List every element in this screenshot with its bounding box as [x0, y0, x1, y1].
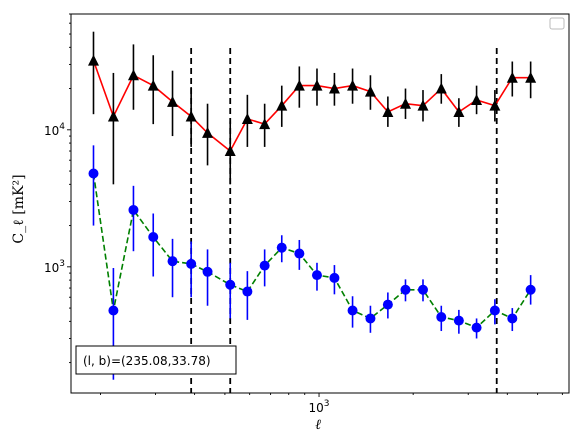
series-0-marker-4 — [167, 95, 179, 107]
series-1-marker-6 — [202, 266, 213, 277]
series-0-marker-16 — [382, 105, 394, 117]
annotation-text: (l, b)=(235.08,33.78) — [83, 354, 211, 368]
series-1-marker-7 — [225, 279, 236, 290]
legend-box — [549, 17, 565, 30]
series-1-marker-13 — [329, 272, 340, 283]
series-0-marker-24 — [525, 71, 537, 83]
series-0-marker-7 — [224, 145, 236, 157]
series-1-marker-0 — [88, 168, 99, 179]
series-0-marker-9 — [259, 118, 271, 130]
series-0-marker-13 — [328, 82, 340, 94]
y-axis-label: C_ℓ [mK²] — [11, 174, 27, 243]
axes-frame — [70, 13, 570, 394]
x-tick-label-0: 103 — [309, 399, 330, 415]
series-0-marker-18 — [417, 99, 429, 111]
series-0-marker-12 — [311, 79, 323, 91]
axes: 103 103 104 — [44, 13, 570, 415]
series-1-marker-10 — [276, 242, 287, 253]
series-1-marker-22 — [489, 305, 500, 316]
y-tick-label-1: 104 — [44, 122, 65, 138]
series-0-marker-6 — [202, 126, 214, 138]
series-1-marker-8 — [242, 286, 253, 297]
series-0-marker-2 — [127, 69, 139, 81]
series-1-marker-15 — [365, 313, 376, 324]
series-1-marker-12 — [311, 270, 322, 281]
series-0-marker-1 — [107, 110, 119, 122]
series-0-marker-3 — [147, 79, 159, 91]
series-0-marker-10 — [276, 99, 288, 111]
series-0-marker-8 — [241, 112, 253, 124]
series-0-marker-11 — [293, 79, 305, 91]
series-0-marker-5 — [185, 110, 197, 122]
y-tick-label-0: 103 — [44, 259, 65, 275]
series-1-marker-21 — [471, 322, 482, 333]
series-0-marker-15 — [364, 85, 376, 97]
series-1-marker-1 — [108, 305, 119, 316]
series-1-marker-19 — [436, 312, 447, 323]
series-0-marker-19 — [435, 82, 447, 94]
series-1-marker-3 — [148, 232, 159, 243]
series-1-marker-17 — [400, 284, 411, 295]
series-1-marker-4 — [167, 256, 178, 267]
series-1-marker-14 — [347, 305, 358, 316]
series-0-marker-23 — [506, 71, 518, 83]
series-1-marker-9 — [259, 260, 270, 271]
plot-area — [87, 31, 537, 393]
series-1-marker-18 — [417, 284, 428, 295]
series-0-marker-0 — [87, 54, 99, 66]
series-0-marker-17 — [399, 97, 411, 109]
series-0-marker-14 — [347, 79, 359, 91]
series-0-marker-21 — [471, 93, 483, 105]
annotation-box: (l, b)=(235.08,33.78) — [75, 345, 237, 375]
series-1-marker-5 — [186, 258, 197, 269]
series-1-marker-11 — [294, 248, 305, 259]
series-1-marker-2 — [128, 204, 139, 215]
series-1-marker-24 — [525, 284, 536, 295]
series-0-marker-22 — [489, 99, 501, 111]
series-1-marker-16 — [382, 299, 393, 310]
legend — [549, 17, 565, 30]
series-1-marker-23 — [507, 313, 518, 324]
x-axis-label: ℓ — [315, 417, 321, 433]
y-axis-label-group: C_ℓ [mK²] — [11, 174, 27, 243]
series-0-marker-20 — [453, 105, 465, 117]
series-1-marker-20 — [453, 315, 464, 326]
